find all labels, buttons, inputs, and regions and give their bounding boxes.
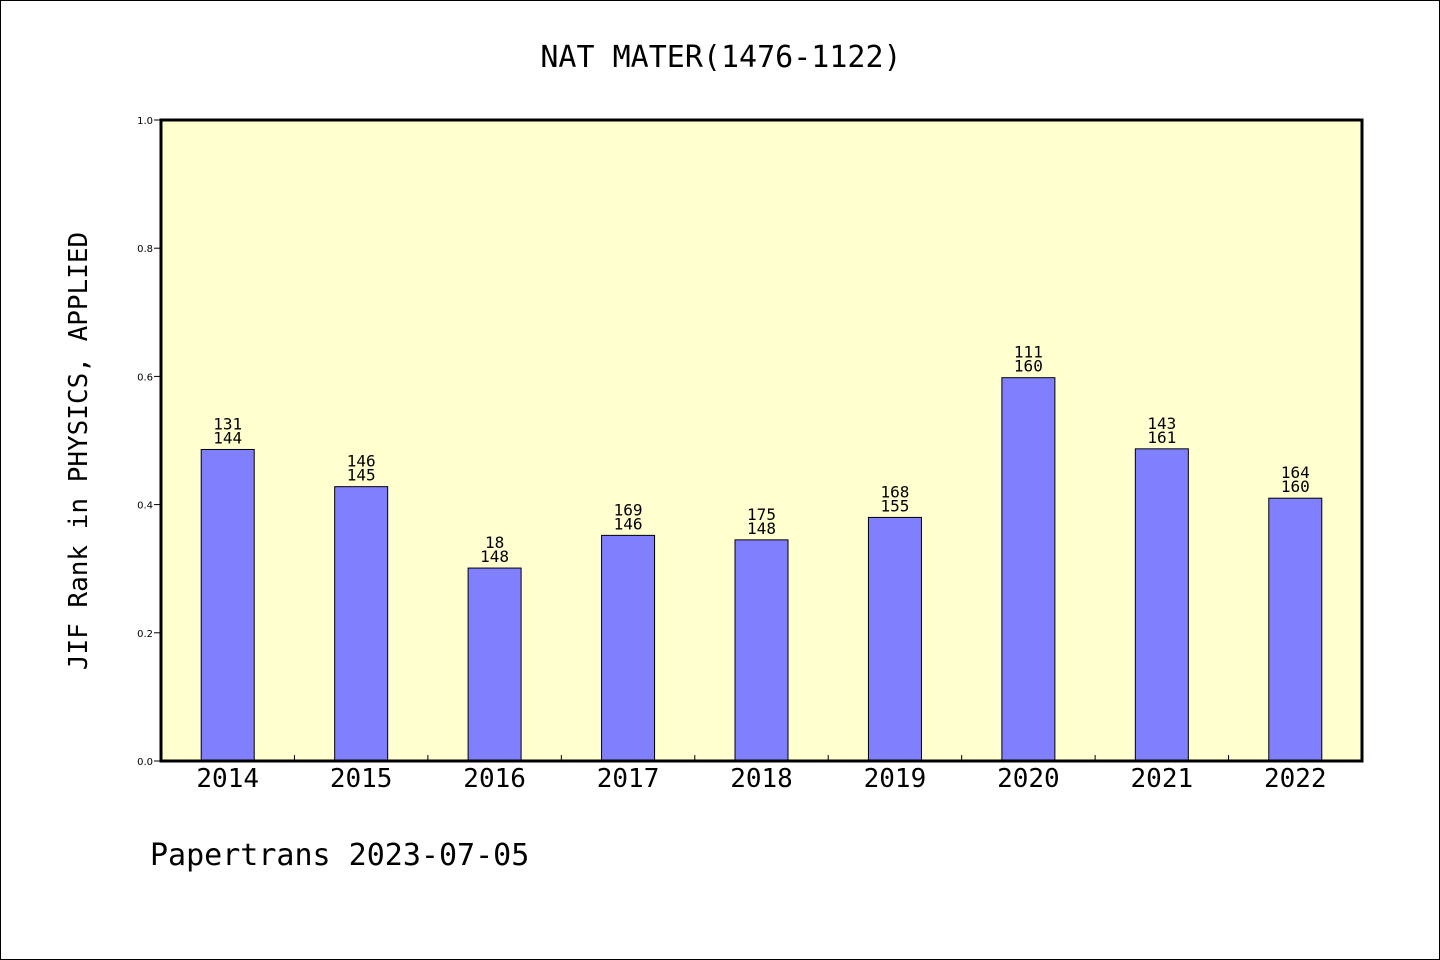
bar-data-label: 160 — [1014, 357, 1043, 376]
bar-data-label: 160 — [1281, 477, 1310, 496]
bar-data-label: 169 — [614, 500, 643, 519]
bar-data-label: 148 — [480, 547, 509, 566]
x-axis-ticks: 2014 2015 2016 2017 2018 2019 2020 2021 2022 — [196, 755, 1327, 794]
bar-data-label: 148 — [747, 519, 776, 538]
x-tick-label: 2016 — [463, 764, 526, 794]
bar — [1001, 377, 1056, 762]
bar — [1268, 497, 1323, 762]
bar-data-label: 161 — [1147, 428, 1176, 447]
bar — [734, 539, 789, 762]
y-tick-label: 0.0 — [137, 757, 153, 768]
y-tick-label: 0.6 — [137, 372, 153, 383]
bar-data-labels: 1311441461451814816914617514816815511116… — [213, 343, 1309, 566]
bar-data-label: 164 — [1281, 463, 1310, 482]
bar-data-label: 155 — [880, 496, 909, 515]
bar — [467, 567, 522, 762]
y-tick-label: 0.4 — [137, 501, 153, 512]
x-tick-label: 2021 — [1131, 764, 1194, 794]
x-tick-label: 2017 — [597, 764, 660, 794]
bar-data-label: 131 — [213, 414, 242, 433]
bar — [334, 486, 389, 762]
bar-data-label: 145 — [347, 466, 376, 485]
bar-data-label: 146 — [347, 452, 376, 471]
bar — [1134, 448, 1189, 762]
x-tick-label: 2019 — [864, 764, 927, 794]
bar-data-label: 111 — [1014, 343, 1043, 362]
bars — [200, 377, 1323, 762]
y-axis-label: JIF Rank in PHYSICS, APPLIED — [64, 232, 94, 670]
y-tick-label: 0.2 — [137, 629, 153, 640]
chart-title: NAT MATER(1476-1122) — [540, 40, 901, 75]
bar-data-label: 175 — [747, 505, 776, 524]
x-tick-label: 2022 — [1264, 764, 1327, 794]
y-tick-label: 0.8 — [137, 244, 153, 255]
plot-frame — [159, 118, 1364, 763]
bar — [867, 516, 922, 762]
bar-data-label: 168 — [880, 482, 909, 501]
footer-credit: Papertrans 2023-07-05 — [150, 838, 529, 873]
bar — [200, 448, 255, 762]
bar-data-label: 143 — [1147, 414, 1176, 433]
bar-data-label: 144 — [213, 428, 242, 447]
bar — [601, 534, 656, 762]
y-tick-label: 1.0 — [137, 116, 153, 127]
x-tick-label: 2020 — [997, 764, 1060, 794]
bar-data-label: 146 — [614, 514, 643, 533]
x-tick-label: 2018 — [730, 764, 793, 794]
bar-data-label: 18 — [485, 533, 504, 552]
y-axis-ticks: 0.0 0.2 0.4 0.6 0.8 1.0 — [137, 116, 161, 768]
x-tick-label: 2014 — [196, 764, 259, 794]
x-tick-label: 2015 — [330, 764, 393, 794]
